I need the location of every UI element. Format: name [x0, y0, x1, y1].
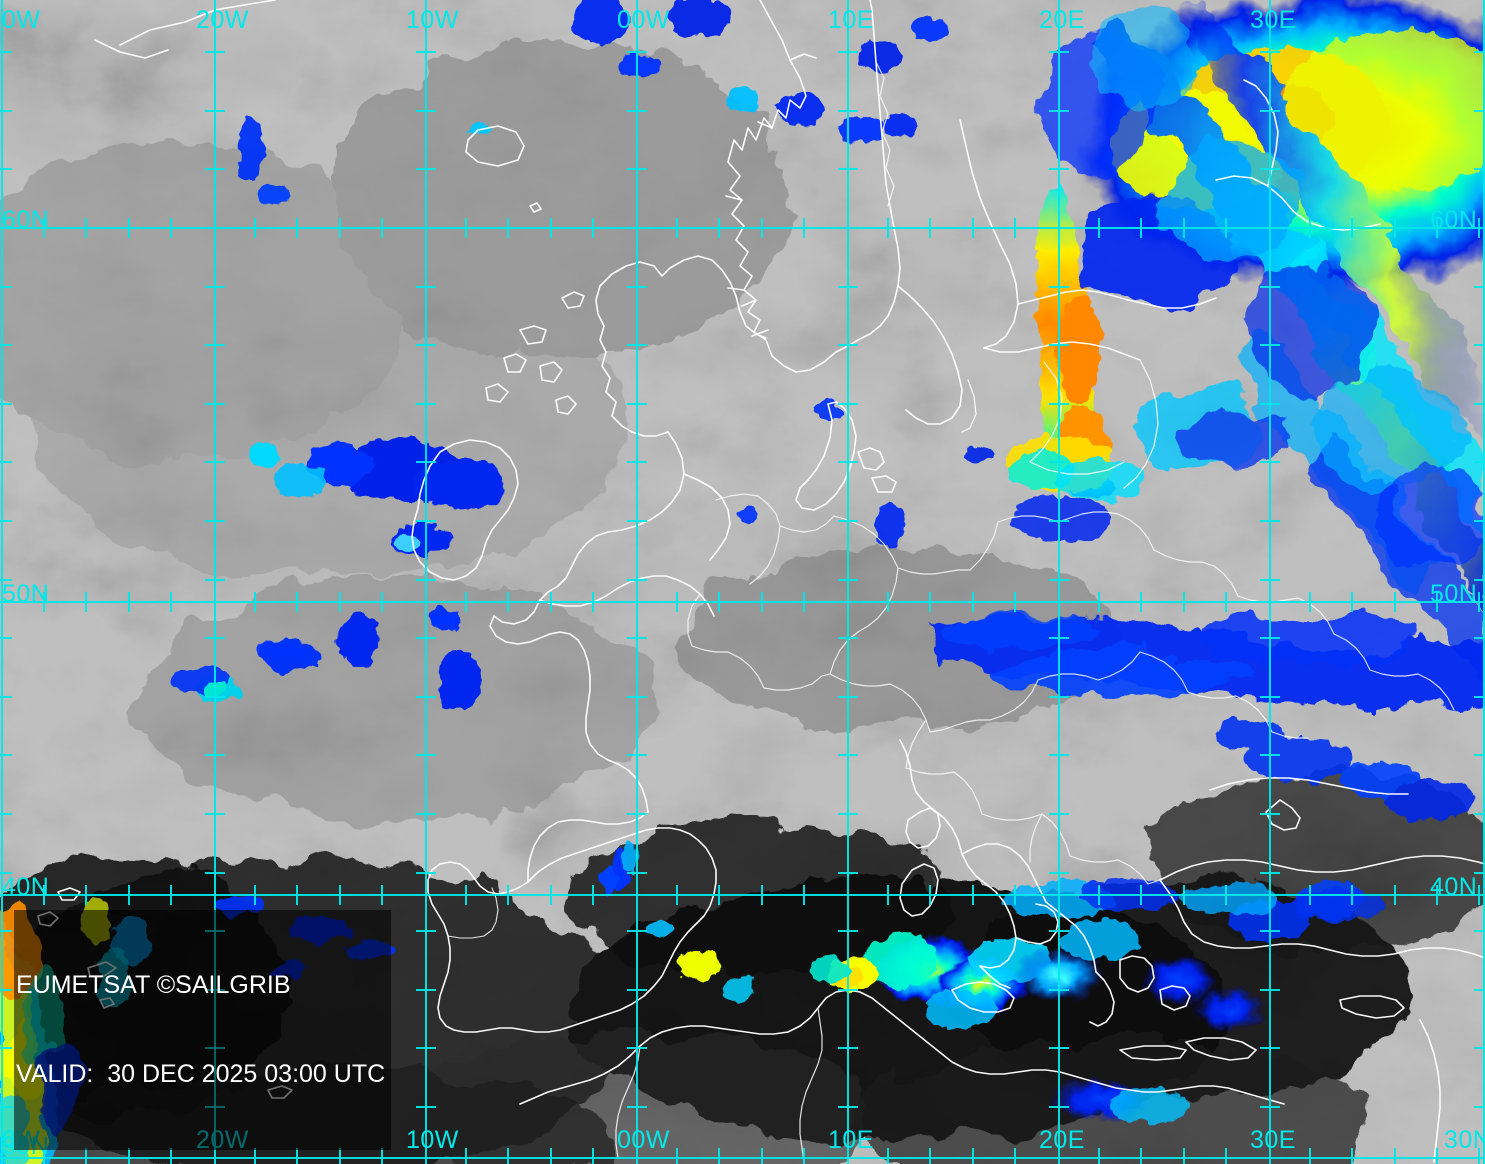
- valid-time-label: VALID: 30 DEC 2025 03:00 UTC: [16, 1059, 386, 1088]
- mid-cloud-sheets: [0, 40, 1120, 820]
- cloud-feature-baltic-band: [1005, 180, 1146, 542]
- cloud-feature-balearic: [601, 846, 720, 978]
- coastline-overlay: [37, 0, 1485, 1163]
- product-credit-block: EUMETSAT ©SAILGRIB VALID: 30 DEC 2025 03…: [14, 910, 392, 1150]
- cloud-feature-karelia: [1040, 10, 1485, 570]
- cloud-feature-black-sea: [1215, 719, 1475, 820]
- cloud-feature-ireland-showers: [196, 438, 508, 710]
- grid-minor-ticks: [0, 51, 1485, 1164]
- cloud-feature-north-sea-showers: [238, 0, 948, 205]
- source-label: EUMETSAT ©SAILGRIB: [16, 971, 291, 999]
